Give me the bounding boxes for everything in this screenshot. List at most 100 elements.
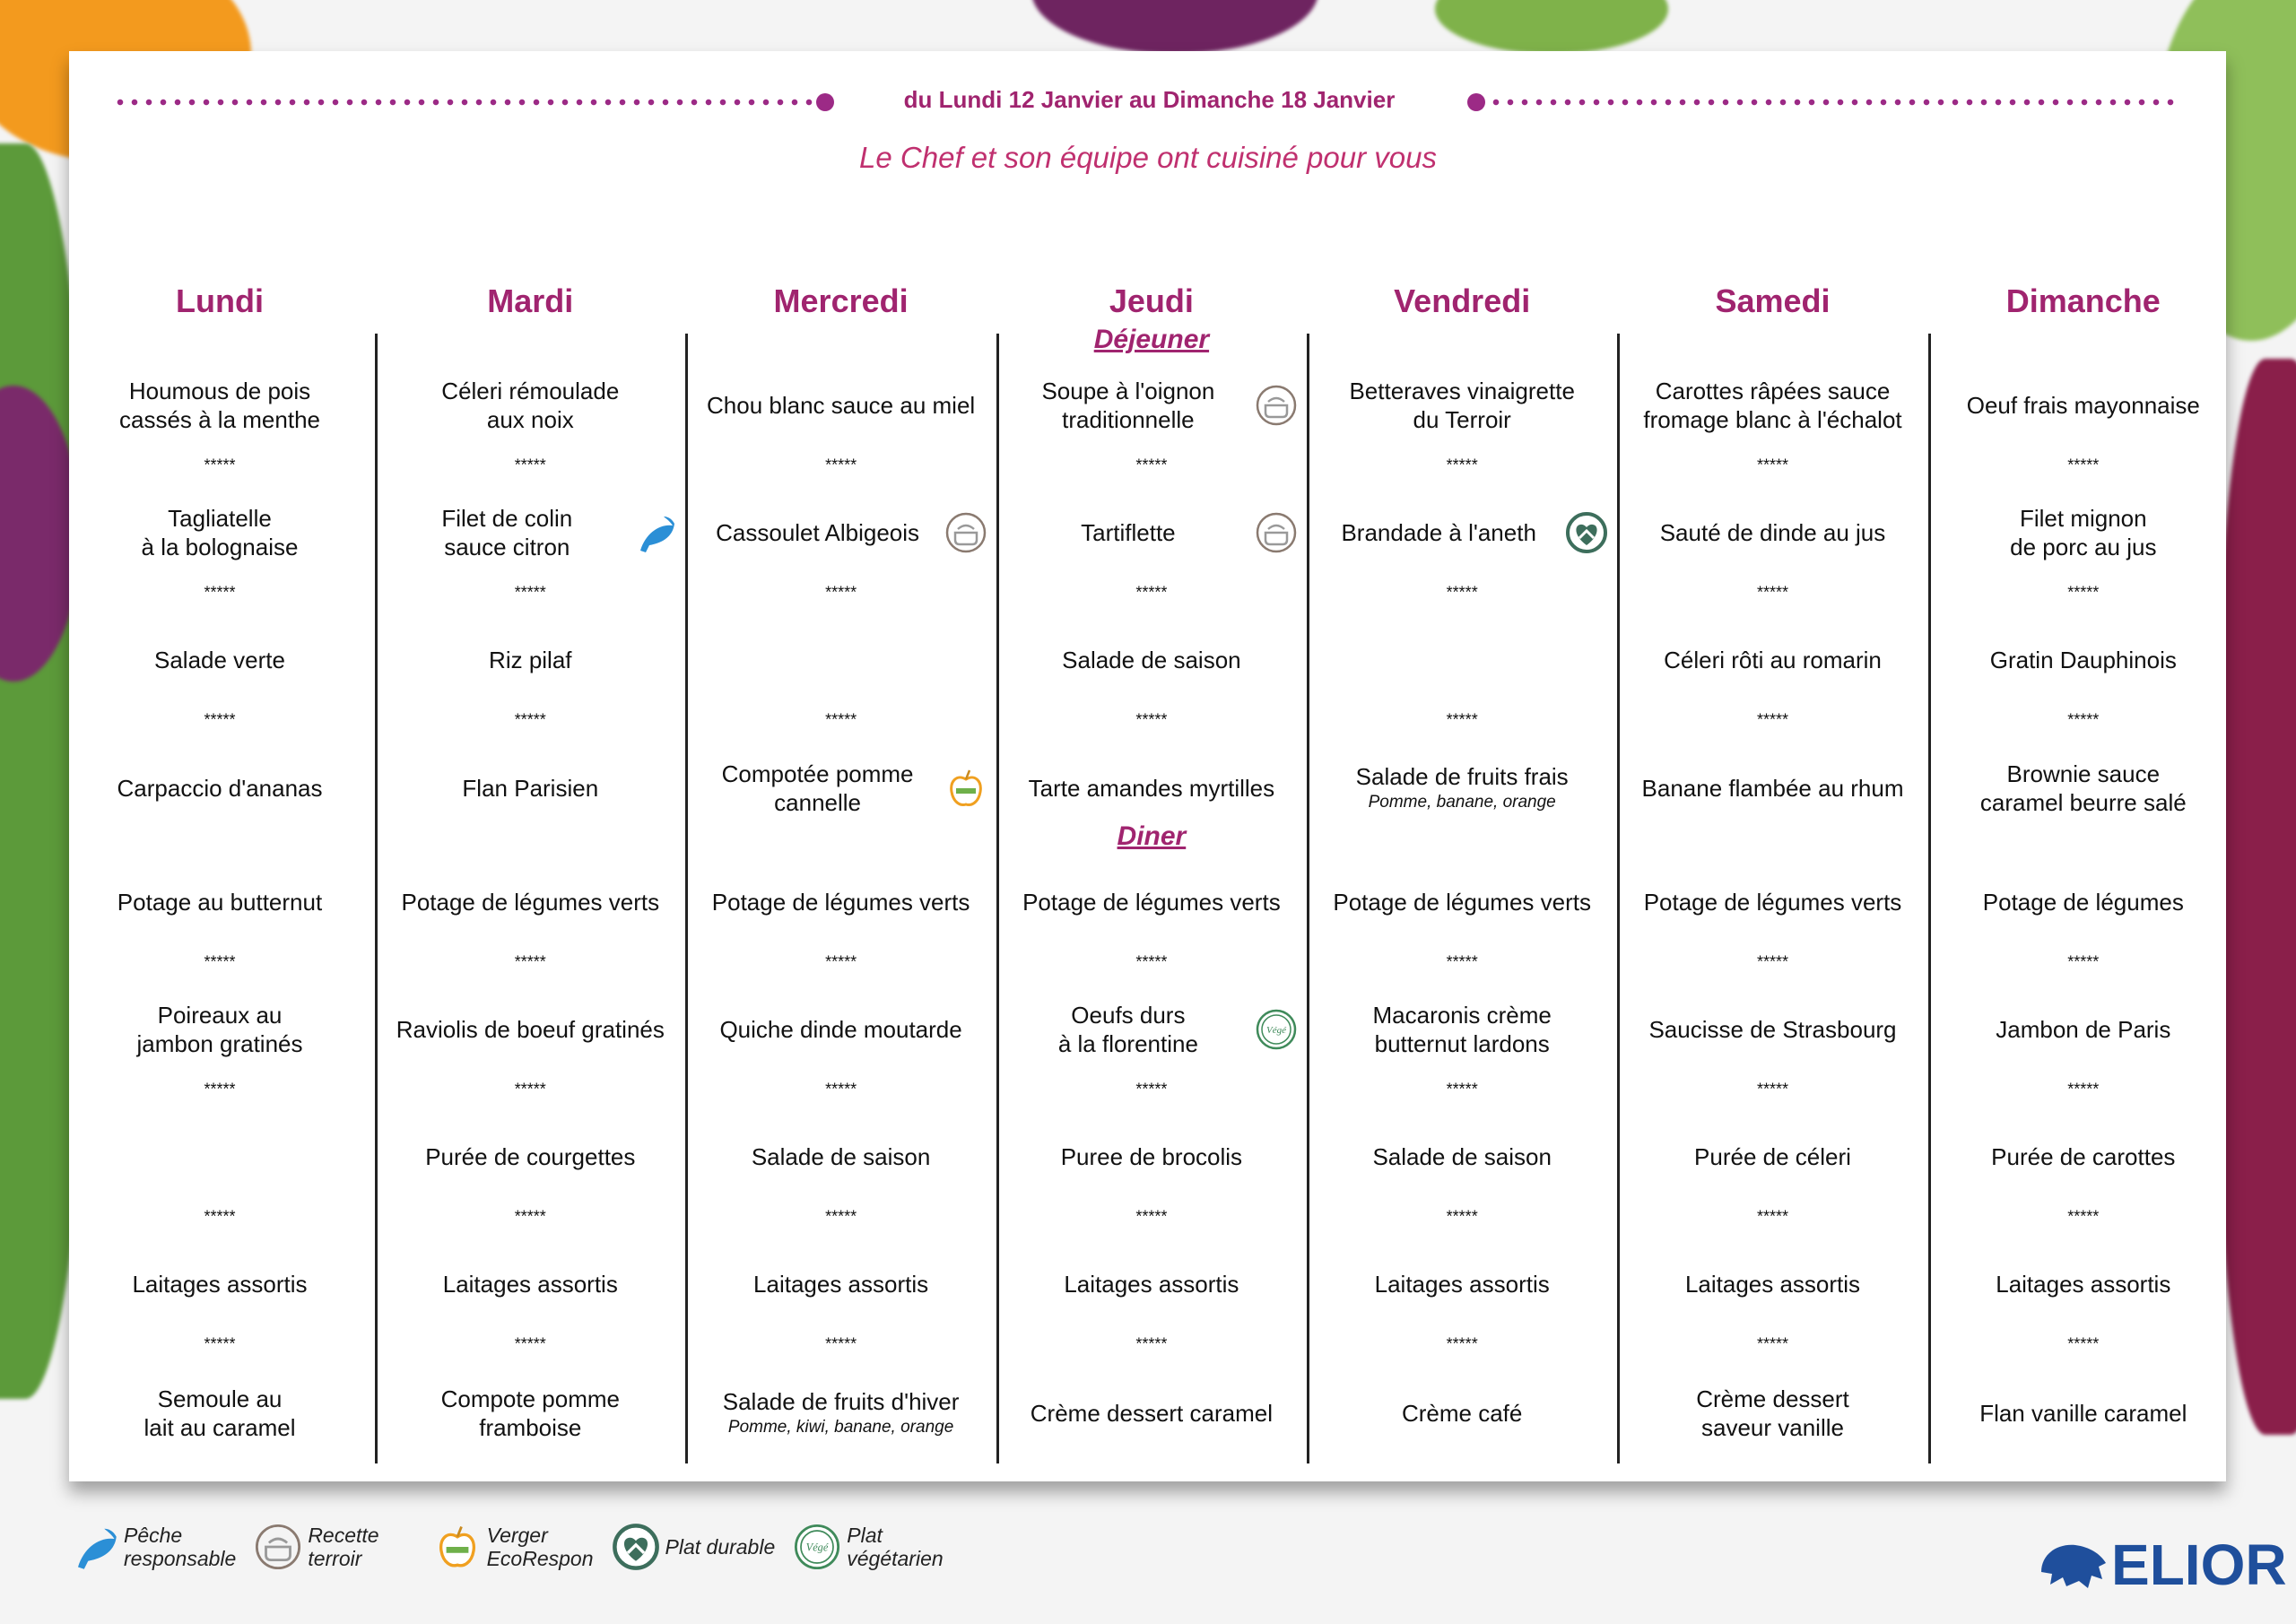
dish-name: Gratin Dauphinois (1989, 647, 2177, 673)
date-range: du Lundi 12 Janvier au Dimanche 18 Janvi… (903, 86, 1396, 113)
menu-item: Salade de saison (996, 646, 1307, 674)
menu-item: Brandade à l'aneth (1307, 512, 1617, 553)
menu-item: Laitages assortis (65, 1270, 375, 1298)
separator: ***** (1756, 710, 1789, 729)
separator: ***** (514, 710, 546, 729)
heart-icon (612, 1524, 659, 1570)
dish-name: Brownie sauce caramel beurre salé (1979, 760, 2187, 816)
separator: ***** (204, 952, 236, 971)
menu-item: Oeufs durs à la florentine Végé (996, 1001, 1307, 1058)
separator: ***** (514, 952, 546, 971)
legend-label: Pêche responsable (124, 1524, 237, 1570)
separator: ***** (825, 456, 857, 474)
pot-icon (1256, 385, 1297, 426)
separator: ***** (1135, 710, 1168, 729)
dish-name: Potage de légumes verts (1643, 889, 1902, 916)
dish-name: Sauté de dinde au jus (1659, 519, 1886, 546)
dish-name: Potage de légumes verts (1022, 889, 1281, 916)
subtitle: Le Chef et son équipe ont cuisiné pour v… (859, 141, 1437, 174)
apple-icon (949, 769, 982, 806)
dish-name: Laitages assortis (753, 1271, 929, 1298)
dish-name: Salade de saison (1062, 647, 1241, 673)
menu-item: Compote pomme framboise (375, 1385, 685, 1442)
legend-item: Plat durable (612, 1523, 776, 1571)
menu-item: Jambon de Paris (1928, 1015, 2239, 1044)
menu-item: Puree de brocolis (996, 1142, 1307, 1171)
column-divider (685, 334, 689, 1463)
menu-item: Potage au butternut (65, 888, 375, 916)
dish-name: Betteraves vinaigrette du Terroir (1349, 378, 1575, 433)
separator: ***** (204, 1334, 236, 1353)
dish-name: Tagliatelle à la bolognaise (141, 505, 299, 560)
dish-name: Salade verte (154, 647, 285, 673)
dish-name: Flan vanille caramel (1979, 1400, 2187, 1427)
separator: ***** (1756, 456, 1789, 474)
menu-item: Sauté de dinde au jus (1618, 518, 1928, 547)
dish-name: Puree de brocolis (1060, 1143, 1243, 1170)
dish-detail: Pomme, kiwi, banane, orange (727, 1418, 954, 1437)
legend-item: Pêche responsable (70, 1523, 236, 1571)
apple-icon (439, 1525, 475, 1568)
label-badge (633, 511, 676, 554)
separator: ***** (1446, 583, 1478, 602)
menu-item: Laitages assortis (1618, 1270, 1928, 1298)
dish-detail: Pomme, banane, orange (1368, 793, 1556, 812)
legend: Pêche responsable Recette terroir Verger E… (70, 1515, 961, 1578)
dish-name: Semoule au lait au caramel (144, 1385, 296, 1441)
day-column-mercredi: Mercredi Chou blanc sauce au miel Cassoule… (686, 0, 996, 1624)
menu-item: Flan vanille caramel (1928, 1399, 2239, 1428)
column-divider (1617, 334, 1621, 1463)
dot-left (816, 93, 834, 111)
pot-icon (256, 1524, 301, 1570)
svg-text:Végé: Végé (806, 1541, 829, 1554)
menu-item: Potage de légumes verts (686, 888, 996, 916)
dish-name: Jambon de Paris (1996, 1016, 2171, 1043)
label-badge: Végé (1255, 1008, 1298, 1051)
menu-item: Purée de céleri (1618, 1142, 1928, 1171)
separator: ***** (1756, 1207, 1789, 1226)
menu-item: Céleri rémoulade aux noix (375, 377, 685, 434)
menu-item: Potage de légumes (1928, 888, 2239, 916)
dish-name: Salade de fruits d'hiver (722, 1388, 960, 1415)
dish-name: Purée de courgettes (425, 1143, 636, 1170)
dish-name: Compotée pomme cannelle (721, 760, 914, 816)
separator: ***** (1135, 456, 1168, 474)
dish-name: Salade de fruits frais (1355, 763, 1569, 790)
day-name: Jeudi (1109, 282, 1194, 319)
dish-name: Crème café (1401, 1400, 1523, 1427)
menu-item: Crème dessert saveur vanille (1618, 1385, 1928, 1442)
day-column-jeudi: Jeudi Déjeuner Diner Soupe à l'oignon tradi… (996, 0, 1307, 1624)
bison-icon (2041, 1544, 2106, 1588)
day-name: Dimanche (2005, 282, 2161, 319)
menu-item: Potage de légumes verts (996, 888, 1307, 916)
dish-name: Quiche dinde moutarde (719, 1016, 962, 1043)
separator: ***** (2067, 1207, 2100, 1226)
menu-item: Potage de légumes verts (1618, 888, 1928, 916)
dish-name: Oeuf frais mayonnaise (1966, 392, 2200, 419)
dish-name: Carpaccio d'ananas (117, 775, 323, 802)
dish-name: Crème dessert saveur vanille (1696, 1385, 1849, 1441)
dish-name: Laitages assortis (1684, 1271, 1861, 1298)
fish-icon (640, 517, 675, 552)
dish-name: Potage de légumes verts (401, 889, 660, 916)
menu-item: Semoule au lait au caramel (65, 1385, 375, 1442)
dish-name: Céleri rémoulade aux noix (441, 378, 620, 433)
dotted-line-right (1489, 95, 2181, 109)
label-badge (1565, 511, 1608, 554)
dish-name: Banane flambée au rhum (1641, 775, 1904, 802)
menu-item: Quiche dinde moutarde (686, 1015, 996, 1044)
separator: ***** (1446, 1207, 1478, 1226)
legend-label: Plat durable (665, 1535, 776, 1559)
lunch-label: Déjeuner (1093, 325, 1210, 354)
menu-item: Laitages assortis (375, 1270, 685, 1298)
day-name: Vendredi (1394, 282, 1531, 319)
menu-item: Céleri rôti au romarin (1618, 646, 1928, 674)
separator: ***** (2067, 583, 2100, 602)
label-badge (944, 767, 987, 810)
legend-label: Verger EcoRespon (486, 1524, 594, 1570)
separator: ***** (1135, 1207, 1168, 1226)
decor-beet-right (2215, 359, 2296, 1435)
separator: ***** (1135, 1334, 1168, 1353)
dish-name: Compote pomme framboise (440, 1385, 620, 1441)
day-column-lundi: Lundi Houmous de pois cassés à la menthe T… (65, 0, 375, 1624)
